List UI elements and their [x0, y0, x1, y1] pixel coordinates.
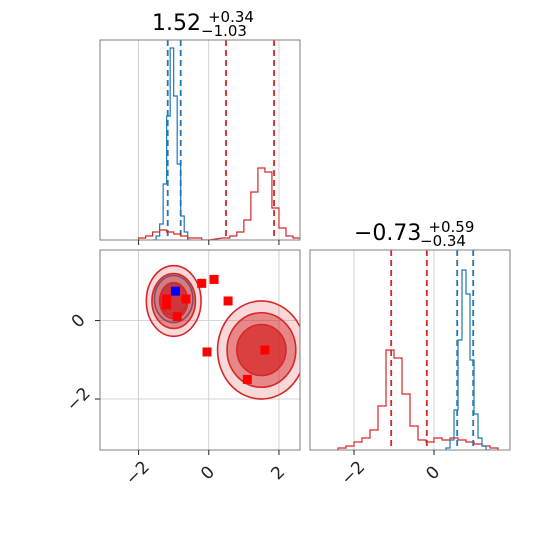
red-marker: [181, 294, 191, 304]
red-marker: [197, 278, 207, 288]
panel-bottom-left: −2 0 2 0 −2: [63, 249, 301, 489]
panel-title-p2: −0.73 +0.59: [354, 218, 474, 246]
panel-bottom-right: −2 0: [309, 249, 511, 489]
plot-area: [100, 250, 300, 450]
red-marker: [260, 345, 270, 355]
title-p2-value: −0.73: [354, 221, 421, 246]
red-marker: [162, 294, 172, 304]
blue-histogram: [445, 269, 490, 450]
red-histogram: [137, 167, 300, 240]
title-p1-value: 1.52: [152, 11, 201, 36]
x-tick-label: 0: [197, 462, 219, 484]
x-tick-label: 0: [422, 462, 444, 484]
x-tick-label: −2: [122, 457, 154, 489]
title-p2-plus: +0.59: [428, 218, 474, 236]
x-tick-label: 2: [267, 462, 289, 484]
red-marker: [209, 274, 219, 284]
title-p1-minus: −1.03: [201, 22, 247, 40]
red-marker: [202, 347, 212, 357]
plot-area: [137, 40, 300, 240]
axes-frame: [99, 39, 301, 241]
panel-top-left: [99, 39, 301, 245]
y-tick-label: 0: [68, 310, 90, 332]
panel-title-p1: 1.52 +0.34: [152, 8, 254, 36]
axes-frame: [309, 249, 511, 451]
plot-area: [337, 250, 499, 450]
title-p2-minus: −0.34: [420, 232, 466, 250]
red-marker: [172, 312, 182, 322]
red-marker: [242, 374, 252, 384]
axes-frame: [99, 249, 301, 451]
title-p1-plus: +0.34: [208, 8, 254, 26]
red-marker: [162, 300, 172, 310]
red-marker: [223, 296, 233, 306]
x-tick-label: −2: [337, 457, 369, 489]
blue-marker: [170, 286, 180, 296]
y-tick-label: −2: [63, 384, 95, 416]
blue-histogram: [152, 47, 192, 240]
